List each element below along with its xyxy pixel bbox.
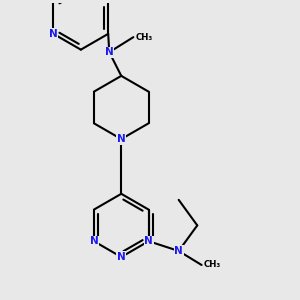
- Text: N: N: [105, 47, 114, 57]
- Text: N: N: [174, 246, 183, 256]
- Text: CH₃: CH₃: [135, 33, 152, 42]
- Text: N: N: [117, 252, 126, 262]
- Text: N: N: [89, 236, 98, 246]
- Text: CH₃: CH₃: [203, 260, 220, 269]
- Text: N: N: [49, 29, 58, 39]
- Text: N: N: [144, 236, 153, 246]
- Text: N: N: [117, 134, 126, 144]
